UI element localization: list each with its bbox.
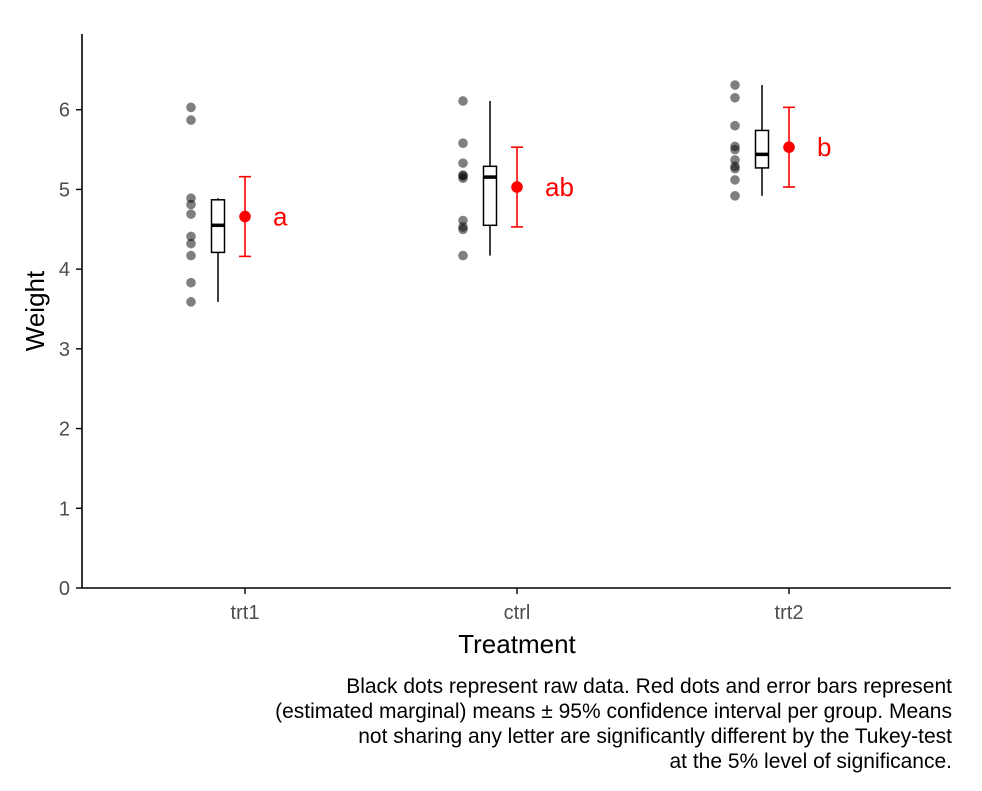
y-tick-label: 3	[59, 339, 70, 361]
figure-caption: Black dots represent raw data. Red dots …	[192, 674, 952, 774]
raw-data-point	[730, 144, 740, 155]
raw-data-point	[458, 138, 468, 149]
x-tick-label: trt2	[775, 602, 804, 624]
means-layer: a ab b	[239, 106, 831, 258]
box-iqr	[482, 165, 498, 227]
raw-data-point	[186, 238, 196, 249]
raw-data-point	[458, 222, 468, 232]
raw-data-point	[186, 115, 196, 125]
y-tick-label: 1	[59, 498, 70, 520]
mean-point	[239, 210, 251, 223]
significance-letter: a	[273, 202, 288, 232]
y-tick-label: 5	[59, 179, 70, 201]
raw-data-point	[730, 80, 740, 90]
y-axis-label: Weight	[20, 270, 50, 351]
x-ticks: trt1 ctrl trt2	[231, 588, 804, 624]
raw-data-point	[458, 173, 468, 184]
raw-data-point	[186, 250, 196, 261]
chart: a ab b 0 1 2 3 4 5 6 trt1 ctrl trt2 Treatment Weig…	[20, 34, 951, 659]
x-tick-label: ctrl	[504, 602, 531, 624]
caption-line: Black dots represent raw data. Red dots …	[346, 675, 952, 698]
significance-letter: ab	[545, 172, 574, 202]
raw-points-layer	[186, 80, 740, 307]
x-axis-label: Treatment	[458, 629, 576, 659]
caption-line: not sharing any letter are significantly…	[358, 725, 952, 748]
y-tick-label: 2	[59, 419, 70, 441]
boxplots-layer	[210, 85, 770, 302]
y-tick-label: 4	[59, 259, 70, 281]
raw-data-point	[730, 163, 740, 174]
x-tick-label: trt1	[231, 602, 260, 624]
mean-point	[511, 181, 523, 193]
caption-line: (estimated marginal) means ± 95% confide…	[275, 700, 952, 723]
y-ticks: 0 1 2 3 4 5 6	[59, 100, 82, 600]
axes-layer: 0 1 2 3 4 5 6 trt1 ctrl trt2 Treatment Weight	[20, 34, 951, 659]
mean-point	[783, 141, 795, 153]
raw-data-point	[186, 209, 196, 219]
raw-data-point	[186, 231, 196, 242]
raw-data-point	[186, 102, 196, 113]
raw-data-point	[730, 120, 740, 131]
raw-data-point	[730, 92, 740, 103]
raw-data-point	[186, 277, 196, 288]
box-iqr	[754, 129, 770, 169]
y-tick-label: 6	[59, 100, 70, 122]
raw-data-point	[186, 193, 196, 204]
raw-data-point	[458, 250, 468, 261]
y-tick-label: 0	[59, 578, 70, 600]
raw-data-point	[186, 297, 196, 307]
raw-data-point	[458, 158, 468, 168]
raw-data-point	[730, 191, 740, 201]
raw-data-point	[730, 175, 740, 185]
caption-line: at the 5% level of significance.	[669, 750, 953, 773]
significance-letter: b	[817, 132, 831, 162]
raw-data-point	[458, 96, 468, 106]
